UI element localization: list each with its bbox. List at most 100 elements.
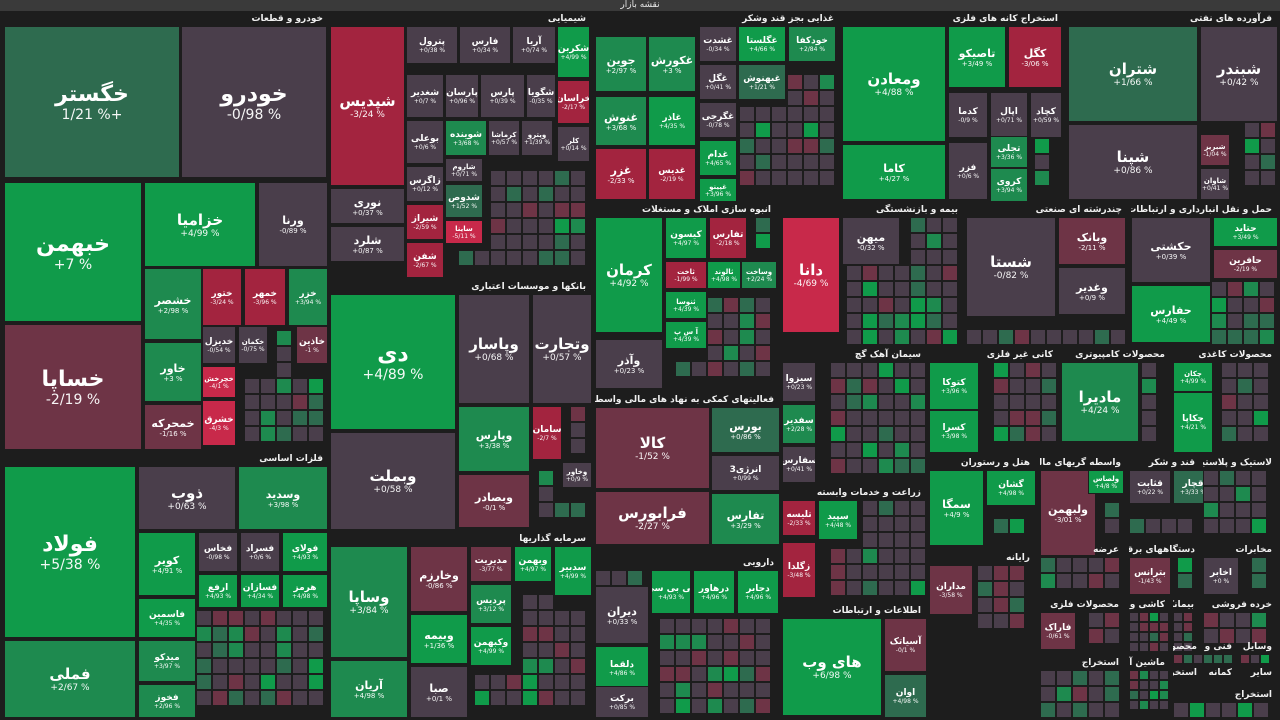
minor-stock-tile[interactable] (1251, 486, 1267, 502)
minor-stock-tile[interactable] (1141, 426, 1157, 442)
minor-stock-tile[interactable] (926, 281, 942, 297)
sector-title[interactable]: لاستیک و پلاستیک (1203, 458, 1272, 468)
minor-stock-tile[interactable] (1088, 628, 1104, 644)
stock-tile[interactable]: وساپا +3/84 % (330, 546, 408, 658)
minor-stock-tile[interactable] (830, 442, 846, 458)
minor-stock-tile[interactable] (830, 378, 846, 394)
sector-title[interactable]: چندرشته ای صنعتی (1035, 205, 1122, 215)
minor-stock-tile[interactable] (755, 361, 771, 377)
sector-title[interactable]: سایر (1250, 668, 1272, 678)
minor-stock-tile[interactable] (1025, 362, 1041, 378)
minor-stock-tile[interactable] (1183, 632, 1193, 642)
stock-tile[interactable]: انرژی3 +0/99 % (711, 455, 780, 491)
minor-stock-tile[interactable] (803, 74, 819, 90)
sector-title[interactable]: رایانه (1006, 553, 1030, 563)
minor-stock-tile[interactable] (894, 313, 910, 329)
minor-stock-tile[interactable] (554, 250, 570, 266)
sector-title[interactable]: سیمان آهک گچ (854, 350, 921, 360)
minor-stock-tile[interactable] (755, 682, 771, 698)
minor-stock-tile[interactable] (803, 138, 819, 154)
minor-stock-tile[interactable] (803, 154, 819, 170)
stock-tile[interactable]: آریا +0/74 % (512, 26, 556, 64)
minor-stock-tile[interactable] (292, 410, 308, 426)
stock-tile[interactable]: ثالوند +4/98 % (707, 261, 741, 289)
minor-stock-tile[interactable] (675, 634, 691, 650)
minor-stock-tile[interactable] (926, 265, 942, 281)
minor-stock-tile[interactable] (739, 666, 755, 682)
minor-stock-tile[interactable] (723, 329, 739, 345)
stock-tile[interactable]: دجابر +4/96 % (737, 570, 779, 614)
minor-stock-tile[interactable] (1040, 702, 1056, 718)
minor-stock-tile[interactable] (846, 548, 862, 564)
minor-stock-tile[interactable] (691, 361, 707, 377)
minor-stock-tile[interactable] (212, 642, 228, 658)
minor-stock-tile[interactable] (993, 581, 1009, 597)
stock-tile[interactable]: شتران +1/66 % (1068, 26, 1198, 122)
minor-stock-tile[interactable] (1009, 581, 1025, 597)
minor-stock-tile[interactable] (739, 650, 755, 666)
minor-stock-tile[interactable] (212, 626, 228, 642)
minor-stock-tile[interactable] (862, 378, 878, 394)
stock-tile[interactable]: غگرجی -0/78 % (699, 102, 737, 138)
stock-tile[interactable]: شیراز -2/59 % (406, 204, 444, 240)
minor-stock-tile[interactable] (490, 674, 506, 690)
minor-stock-tile[interactable] (910, 265, 926, 281)
minor-stock-tile[interactable] (659, 634, 675, 650)
minor-stock-tile[interactable] (1203, 502, 1219, 518)
minor-stock-tile[interactable] (1009, 426, 1025, 442)
minor-stock-tile[interactable] (1219, 502, 1235, 518)
minor-stock-tile[interactable] (570, 186, 586, 202)
stock-tile[interactable]: خراسان -2/17 % (557, 80, 590, 124)
minor-stock-tile[interactable] (1177, 557, 1193, 573)
stock-tile[interactable]: کدما -0/9 % (948, 92, 988, 138)
stock-tile[interactable]: خکمان -0/75 % (238, 326, 268, 364)
minor-stock-tile[interactable] (611, 570, 627, 586)
minor-stock-tile[interactable] (707, 698, 723, 714)
minor-stock-tile[interactable] (659, 666, 675, 682)
stock-tile[interactable]: غزر -2/33 % (595, 148, 647, 200)
minor-stock-tile[interactable] (1227, 297, 1243, 313)
stock-tile[interactable]: بترانس -1/43 % (1129, 557, 1171, 595)
minor-stock-tile[interactable] (707, 618, 723, 634)
minor-stock-tile[interactable] (910, 548, 926, 564)
minor-stock-tile[interactable] (1211, 313, 1227, 329)
minor-stock-tile[interactable] (1173, 642, 1183, 652)
minor-stock-tile[interactable] (691, 618, 707, 634)
stock-tile[interactable]: فاراک -0/61 % (1040, 612, 1076, 650)
minor-stock-tile[interactable] (723, 345, 739, 361)
minor-stock-tile[interactable] (1149, 632, 1159, 642)
minor-stock-tile[interactable] (554, 170, 570, 186)
minor-stock-tile[interactable] (260, 674, 276, 690)
minor-stock-tile[interactable] (244, 658, 260, 674)
minor-stock-tile[interactable] (1088, 670, 1104, 686)
stock-tile[interactable]: سیزوا +0/23 % (782, 362, 816, 402)
stock-tile[interactable]: وآذر +0/23 % (595, 339, 663, 389)
minor-stock-tile[interactable] (228, 674, 244, 690)
minor-stock-tile[interactable] (538, 186, 554, 202)
stock-tile[interactable]: حفارس +4/49 % (1131, 285, 1211, 343)
minor-stock-tile[interactable] (1161, 518, 1177, 534)
minor-stock-tile[interactable] (878, 297, 894, 313)
minor-stock-tile[interactable] (1034, 138, 1050, 154)
minor-stock-tile[interactable] (458, 250, 474, 266)
minor-stock-tile[interactable] (1009, 565, 1025, 581)
minor-stock-tile[interactable] (506, 170, 522, 186)
minor-stock-tile[interactable] (595, 570, 611, 586)
stock-tile[interactable]: فارس +0/34 % (459, 26, 511, 64)
sector-title[interactable]: کاشی و سرامیک (1129, 600, 1165, 610)
minor-stock-tile[interactable] (1260, 154, 1276, 170)
minor-stock-tile[interactable] (538, 250, 554, 266)
minor-stock-tile[interactable] (570, 422, 586, 438)
minor-stock-tile[interactable] (1072, 557, 1088, 573)
minor-stock-tile[interactable] (910, 426, 926, 442)
minor-stock-tile[interactable] (1237, 426, 1253, 442)
minor-stock-tile[interactable] (942, 249, 958, 265)
stock-tile[interactable]: قثابت +0/22 % (1129, 470, 1171, 504)
minor-stock-tile[interactable] (739, 682, 755, 698)
minor-stock-tile[interactable] (993, 565, 1009, 581)
minor-stock-tile[interactable] (755, 106, 771, 122)
stock-tile[interactable]: خمحرکه -1/16 % (144, 404, 202, 450)
minor-stock-tile[interactable] (570, 218, 586, 234)
stock-tile[interactable]: غاذر +4/35 % (648, 96, 696, 146)
minor-stock-tile[interactable] (1173, 702, 1189, 718)
